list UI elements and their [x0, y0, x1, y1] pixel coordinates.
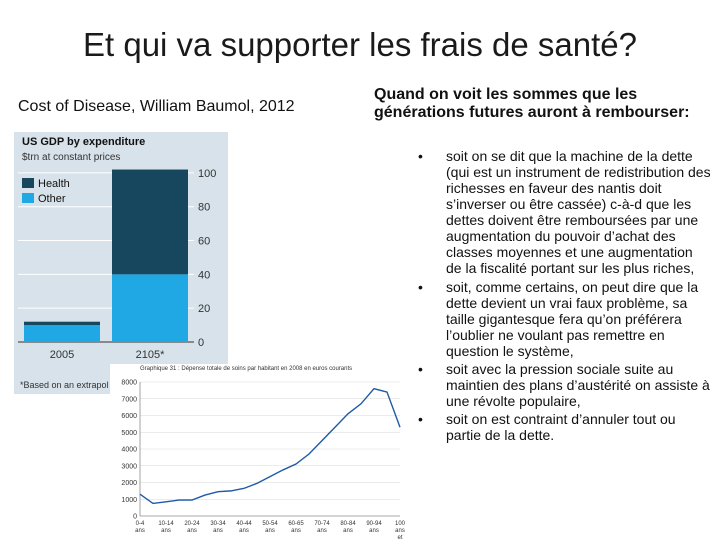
line-xtick-label: 60-65 ans — [288, 521, 304, 534]
legend-swatch-other — [22, 193, 34, 203]
gdp-ytick-label: 100 — [198, 168, 216, 180]
bullet-item: • soit avec la pression sociale suite au… — [418, 361, 712, 409]
gdp-bar-other — [24, 325, 100, 342]
line-xtick-label: 70-74 ans — [314, 521, 330, 534]
bullet-item: • soit on est contraint d’annuler tout o… — [418, 411, 712, 443]
line-xtick-label: 10-14 ans — [158, 521, 174, 534]
line-ytick-label: 1000 — [121, 497, 137, 504]
line-ytick-label: 8000 — [121, 380, 137, 387]
slide-title: Et qui va supporter les frais de santé? — [83, 26, 637, 63]
line-ytick-label: 6000 — [121, 413, 137, 420]
line-ytick-label: 4000 — [121, 447, 137, 454]
line-xtick-label: 40-44 ans — [236, 521, 252, 534]
bullet-icon: • — [418, 411, 423, 427]
bullet-item: • soit, comme certains, on peut dire que… — [418, 279, 712, 359]
line-xtick-label: 80-84 ans — [340, 521, 356, 534]
line-ytick-label: 2000 — [121, 480, 137, 487]
legend-item-other: Other — [22, 193, 66, 205]
bullet-icon: • — [418, 361, 423, 377]
line-xtick-label: 50-54 ans — [262, 521, 278, 534]
health-spending-chart-plot: 0 1000 2000 3000 4000 5000 6000 7000 8000 0-4 ans 1… — [121, 380, 406, 540]
left-caption: Cost of Disease, William Baumol, 2012 — [18, 98, 295, 115]
bullet-text: soit, comme certains, on peut dire que l… — [446, 279, 699, 359]
line-ytick-label: 0 — [133, 514, 137, 521]
line-xtick-label: 20-24 ans — [184, 521, 200, 534]
legend-label-other: Other — [38, 193, 66, 205]
bullet-icon: • — [418, 148, 423, 164]
gdp-xtick-label: 2005 — [50, 349, 74, 361]
gdp-bar-health — [24, 321, 100, 326]
gdp-ytick-label: 60 — [198, 236, 210, 248]
gdp-ytick-label: 40 — [198, 269, 210, 281]
gdp-bar-other — [112, 274, 188, 342]
gdp-chart-footnote: *Based on an extrapol — [20, 380, 109, 390]
bullet-text: soit on est contraint d’annuler tout ou … — [446, 411, 676, 443]
gdp-bar-health — [112, 169, 188, 275]
gdp-chart-plot: 0 20 40 60 80 100 2005 2105* — [18, 168, 216, 361]
legend-swatch-health — [22, 178, 34, 188]
right-heading: Quand on voit les sommes que les générat… — [374, 86, 690, 121]
line-ytick-label: 3000 — [121, 463, 137, 470]
bullet-item: • soit on se dit que la machine de la de… — [418, 148, 712, 276]
line-ytick-label: 5000 — [121, 430, 137, 437]
gdp-xtick-label: 2105* — [136, 349, 165, 361]
gdp-ytick-label: 0 — [198, 337, 204, 349]
line-xtick-label: 90-94 ans — [366, 521, 382, 534]
legend-label-health: Health — [38, 178, 70, 190]
gdp-chart-subtitle: $trn at constant prices — [22, 152, 121, 163]
line-xtick-label: 0-4 ans — [135, 521, 145, 534]
health-spending-chart: Graphique 31 : Dépense totale de soins p… — [110, 364, 410, 540]
bullet-text: soit on se dit que la machine de la dett… — [446, 148, 711, 276]
legend-item-health: Health — [22, 178, 70, 190]
gdp-chart-title: US GDP by expenditure — [22, 136, 146, 148]
line-series — [139, 387, 401, 505]
line-xtick-label: 30-34 ans — [210, 521, 226, 534]
line-ytick-label: 7000 — [121, 396, 137, 403]
health-spending-chart-title: Graphique 31 : Dépense totale de soins p… — [140, 366, 353, 372]
bullet-list: • soit on se dit que la machine de la de… — [418, 148, 712, 443]
gdp-ytick-label: 80 — [198, 202, 210, 214]
bullet-text: soit avec la pression sociale suite au m… — [446, 361, 710, 409]
gdp-ytick-label: 20 — [198, 303, 210, 315]
gdp-chart: US GDP by expenditure $trn at constant p… — [14, 132, 228, 394]
bullet-icon: • — [418, 279, 423, 295]
